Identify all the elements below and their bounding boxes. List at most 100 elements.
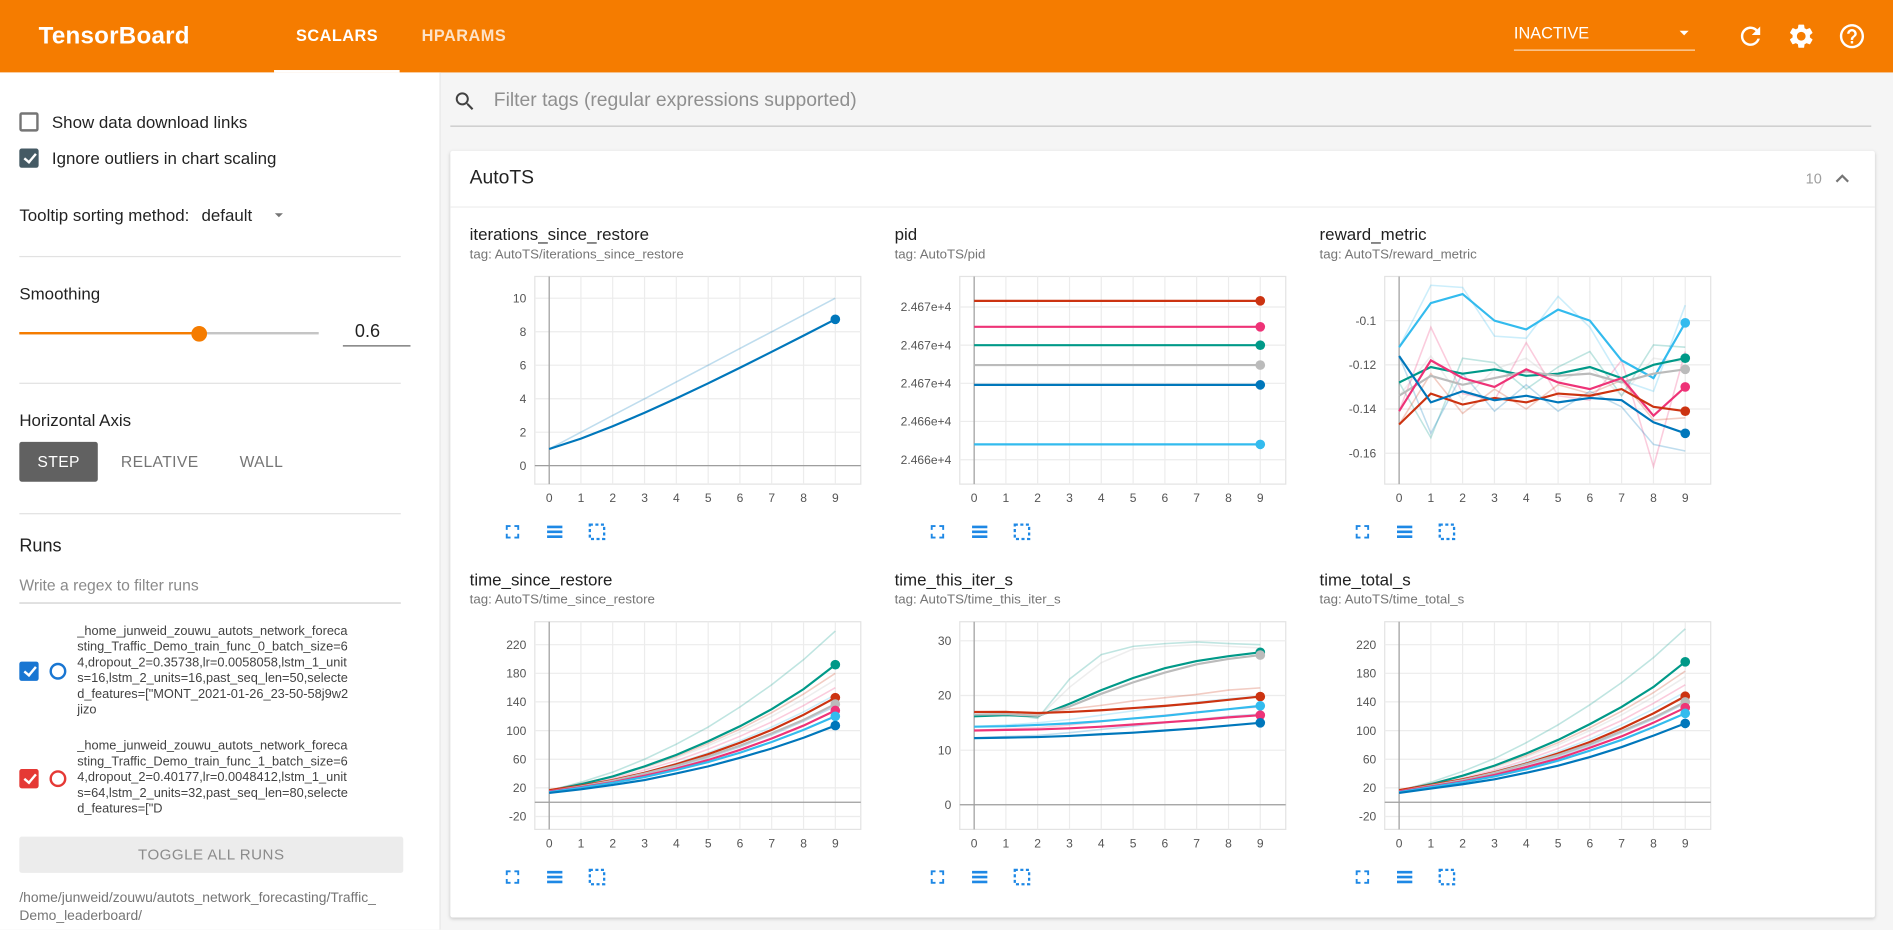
run-checkbox[interactable] (19, 661, 39, 681)
chart-title: time_since_restore (469, 569, 613, 590)
chart-plot[interactable]: 0 1 2 3 4 5 6 7 8 9 -20 20 60 100 140 180 220 (472, 612, 878, 861)
tooltip-sorting-row: Tooltip sorting method: default (19, 205, 420, 225)
fullscreen-icon[interactable] (1351, 520, 1374, 543)
svg-text:0: 0 (971, 837, 978, 851)
fit-domain-icon[interactable] (586, 520, 609, 543)
svg-text:6: 6 (1162, 837, 1169, 851)
card-count: 10 (1805, 170, 1822, 188)
chart-card: time_since_restore tag: AutoTS/time_since… (453, 570, 878, 889)
data-table-icon[interactable] (968, 866, 991, 889)
svg-text:5: 5 (1130, 837, 1137, 851)
smoothing-thumb[interactable] (191, 325, 207, 342)
svg-text:30: 30 (938, 634, 952, 648)
refresh-icon[interactable] (1736, 22, 1765, 51)
divider (19, 255, 401, 258)
settings-icon[interactable] (1787, 22, 1816, 51)
smoothing-value[interactable]: 0.6 (342, 321, 411, 346)
autots-card: AutoTS 10 iterations_since_restore tag: A… (450, 150, 1875, 918)
chevron-down-icon (274, 213, 283, 218)
svg-text:2: 2 (609, 491, 616, 505)
fullscreen-icon[interactable] (926, 866, 949, 889)
fullscreen-icon[interactable] (926, 520, 949, 543)
chart-toolbar (926, 520, 1303, 543)
runs-footer-path: /home/junweid/zouwu/autots_network_forec… (19, 890, 376, 924)
fullscreen-icon[interactable] (501, 866, 524, 889)
chart-tag: tag: AutoTS/time_this_iter_s (894, 592, 1061, 608)
svg-text:4: 4 (673, 491, 680, 505)
chevron-up-icon[interactable] (1829, 165, 1856, 192)
svg-text:4: 4 (520, 392, 527, 406)
svg-text:8: 8 (800, 491, 807, 505)
fit-domain-icon[interactable] (1435, 520, 1458, 543)
svg-text:4: 4 (673, 837, 680, 851)
chart-tag: tag: AutoTS/time_since_restore (469, 592, 655, 608)
svg-text:-20: -20 (1359, 810, 1377, 824)
charts-grid: iterations_since_restore tag: AutoTS/iter… (450, 208, 1875, 918)
svg-text:8: 8 (1650, 837, 1657, 851)
svg-text:0: 0 (546, 837, 553, 851)
ignore-outliers-checkbox[interactable]: Ignore outliers in chart scaling (19, 140, 420, 176)
chart-plot[interactable]: 0 1 2 3 4 5 6 7 8 9 0 2 4 6 8 10 (472, 267, 878, 516)
svg-text:1: 1 (578, 837, 585, 851)
chart-plot[interactable]: 0 1 2 3 4 5 6 7 8 9 -20 20 60 100 140 180 220 (1322, 612, 1728, 861)
chart-tag: tag: AutoTS/iterations_since_restore (469, 247, 684, 262)
svg-text:3: 3 (1066, 491, 1073, 505)
run-row: _home_junweid_zouwu_autots_network_forec… (19, 739, 420, 817)
smoothing-slider[interactable] (19, 315, 319, 351)
tab-scalars[interactable]: SCALARS (274, 0, 400, 73)
card-meta: 10 (1806, 165, 1856, 192)
fit-domain-icon[interactable] (1435, 866, 1458, 889)
svg-text:6: 6 (1586, 491, 1593, 505)
axis-step-button[interactable]: STEP (19, 441, 98, 482)
axis-wall-button[interactable]: WALL (221, 442, 301, 482)
runs-list: _home_junweid_zouwu_autots_network_forec… (19, 624, 420, 817)
run-radio[interactable] (49, 662, 67, 680)
data-table-icon[interactable] (1393, 520, 1416, 543)
axis-relative-button[interactable]: RELATIVE (103, 442, 217, 482)
svg-text:4: 4 (1523, 491, 1530, 505)
chart-toolbar (501, 866, 878, 889)
tab-hparams[interactable]: HPARAMS (421, 25, 507, 45)
fit-domain-icon[interactable] (586, 866, 609, 889)
data-table-icon[interactable] (543, 866, 566, 889)
checkbox-label: Show data download links (51, 112, 248, 132)
fullscreen-icon[interactable] (501, 520, 524, 543)
chart-card: time_total_s tag: AutoTS/time_total_s 0 1 2 3… (1303, 570, 1728, 889)
runs-filter-input[interactable] (19, 571, 401, 604)
svg-text:180: 180 (506, 667, 526, 681)
data-table-icon[interactable] (543, 520, 566, 543)
chart-tag: tag: AutoTS/reward_metric (1319, 247, 1477, 262)
chart-toolbar (926, 866, 1303, 889)
chart-card: pid tag: AutoTS/pid 0 1 2 3 4 5 6 7 8 9 2.467e+4 2.46… (878, 225, 1303, 544)
chart-plot[interactable]: 0 1 2 3 4 5 6 7 8 9 2.467e+4 2.467e+4 2.467e+4 2.466e… (897, 267, 1303, 516)
status-dropdown[interactable]: INACTIVE (1513, 22, 1696, 51)
svg-text:60: 60 (1363, 752, 1377, 766)
svg-text:0: 0 (971, 491, 978, 505)
header-actions: INACTIVE (1513, 22, 1893, 51)
card-header[interactable]: AutoTS 10 (450, 151, 1875, 208)
show-download-links-checkbox[interactable]: Show data download links (19, 104, 420, 140)
smoothing-label: Smoothing (19, 283, 101, 304)
svg-text:-0.16: -0.16 (1349, 446, 1377, 460)
chevron-down-icon (1679, 30, 1689, 36)
help-icon[interactable] (1837, 22, 1866, 51)
svg-text:0: 0 (1396, 491, 1403, 505)
horizontal-axis-buttons: STEP RELATIVE WALL (19, 441, 420, 482)
toggle-all-runs-button[interactable]: TOGGLE ALL RUNS (19, 836, 404, 873)
chart-plot[interactable]: 0 1 2 3 4 5 6 7 8 9 -0.16 -0.14 -0.12 -0.1 (1322, 267, 1728, 516)
checkbox-icon (19, 148, 39, 168)
card-title: AutoTS (469, 167, 535, 189)
svg-text:7: 7 (1193, 837, 1200, 851)
chart-plot[interactable]: 0 1 2 3 4 5 6 7 8 9 0 10 20 30 (897, 612, 1303, 861)
svg-text:3: 3 (641, 491, 648, 505)
fit-domain-icon[interactable] (1010, 866, 1033, 889)
tooltip-sorting-select[interactable]: default (201, 205, 288, 225)
run-radio[interactable] (49, 769, 67, 787)
fit-domain-icon[interactable] (1010, 520, 1033, 543)
data-table-icon[interactable] (968, 520, 991, 543)
smoothing-fill (19, 331, 199, 335)
data-table-icon[interactable] (1393, 866, 1416, 889)
tag-filter-input[interactable] (491, 89, 1872, 114)
fullscreen-icon[interactable] (1351, 866, 1374, 889)
run-checkbox[interactable] (19, 768, 39, 788)
